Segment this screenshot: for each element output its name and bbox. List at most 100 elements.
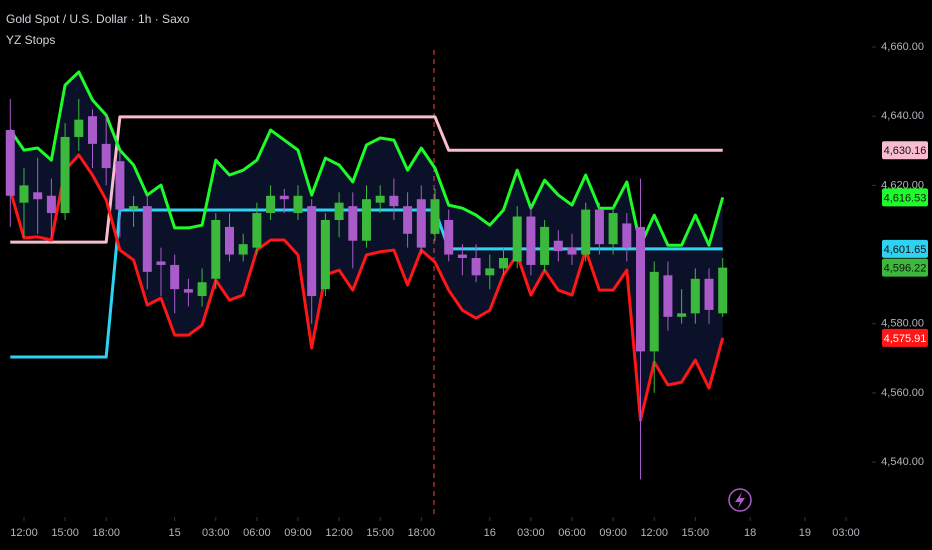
candle-body	[320, 219, 330, 290]
candle-body	[594, 209, 604, 245]
x-tick-label: 03:00	[517, 527, 545, 539]
candle-body	[74, 119, 84, 137]
price-badge-label: 4,616.53	[884, 192, 927, 204]
candle-body	[87, 116, 97, 144]
candle-body	[540, 226, 550, 265]
candle-body	[416, 199, 426, 248]
icon-bolt[interactable]	[735, 492, 745, 508]
y-tick-label: 4,580.00	[881, 318, 924, 330]
candle-body	[457, 254, 467, 259]
price-badge-label: 4,601.65	[884, 244, 927, 256]
candle-body	[553, 240, 563, 252]
candle-body	[19, 185, 29, 203]
candle-layer	[5, 98, 728, 480]
candle-body	[430, 199, 440, 234]
x-tick-label: 15:00	[682, 527, 710, 539]
candle-body	[211, 219, 221, 279]
y-tick-label: 4,620.00	[881, 179, 924, 191]
price-badge-label: 4,630.16	[884, 145, 927, 157]
candle-body	[279, 195, 289, 200]
icon-ring[interactable]	[728, 488, 752, 512]
candle-body	[334, 202, 344, 220]
candle-body	[307, 206, 317, 297]
x-tick-label: 18:00	[408, 527, 436, 539]
x-tick-label: 15:00	[51, 527, 79, 539]
indicator-name: YZ Stops	[6, 33, 55, 47]
x-tick-label: 19	[799, 527, 811, 539]
candle-body	[375, 195, 385, 203]
lightning-icon[interactable]	[728, 488, 752, 512]
x-tick-label: 09:00	[599, 527, 627, 539]
candle-body	[348, 206, 358, 241]
candle-body	[129, 206, 139, 210]
price-badge	[882, 239, 928, 258]
candle-body	[361, 199, 371, 241]
x-tick-label: 15	[169, 527, 181, 539]
candle-body	[5, 130, 15, 196]
candle-body	[197, 282, 207, 297]
candle-body	[156, 261, 166, 265]
candle-body	[567, 247, 577, 255]
candle-body	[526, 216, 536, 265]
candle-body	[33, 192, 43, 200]
candle-body	[293, 195, 303, 214]
x-tick-label: 03:00	[202, 527, 230, 539]
x-tick-label: 03:00	[832, 527, 860, 539]
x-tick-label: 06:00	[243, 527, 271, 539]
candle-body	[663, 275, 673, 317]
candle-body	[238, 244, 248, 255]
candle-body	[690, 278, 700, 314]
candle-body	[403, 206, 413, 234]
candle-body	[60, 136, 70, 214]
candle-body	[636, 226, 646, 352]
candle-body	[170, 264, 180, 290]
x-tick-label: 12:00	[325, 527, 353, 539]
x-tick-label: 15:00	[366, 527, 394, 539]
candle-body	[512, 216, 522, 262]
candle-body	[266, 195, 276, 214]
stop-line	[9, 70, 725, 247]
candle-body	[183, 289, 193, 293]
price-badge-label: 4,575.91	[884, 333, 927, 345]
axis-layer: 4,540.00 4,560.00 4,580.00 4,620.00 4,640.00…	[10, 41, 928, 539]
candle-body	[471, 258, 481, 276]
candle-body	[581, 209, 591, 255]
price-badge	[882, 188, 928, 207]
candle-body	[499, 258, 509, 269]
stop-line	[10, 115, 723, 244]
candle-body	[101, 143, 111, 169]
x-tick-label: 18:00	[92, 527, 120, 539]
price-badge	[882, 328, 928, 347]
y-tick-label: 4,560.00	[881, 387, 924, 399]
chart-title: Gold Spot / U.S. Dollar · 1h · Saxo	[6, 12, 190, 26]
candle-body	[224, 226, 234, 255]
candle-body	[608, 213, 618, 245]
x-tick-label: 06:00	[558, 527, 586, 539]
candle-body	[46, 195, 56, 214]
stop-line	[8, 153, 725, 422]
price-badge	[882, 141, 928, 160]
candle-body	[252, 213, 262, 248]
candle-body	[649, 271, 659, 352]
price-badge-label: 4,596.22	[884, 263, 927, 275]
candle-body	[142, 206, 152, 272]
candle-body	[389, 195, 399, 207]
candle-body	[622, 223, 632, 248]
candle-body	[704, 278, 714, 310]
x-tick-label: 09:00	[284, 527, 312, 539]
y-tick-label: 4,660.00	[881, 41, 924, 53]
candle-body	[444, 219, 454, 255]
x-tick-label: 12:00	[10, 527, 38, 539]
x-tick-label: 12:00	[640, 527, 668, 539]
x-tick-label: 18	[744, 527, 756, 539]
candle-body	[485, 268, 495, 276]
candle-body	[677, 313, 687, 317]
x-tick-label: 16	[484, 527, 496, 539]
price-badge	[882, 258, 928, 277]
y-tick-label: 4,640.00	[881, 110, 924, 122]
candle-body	[115, 161, 125, 210]
y-tick-label: 4,540.00	[881, 456, 924, 468]
candle-body	[718, 267, 728, 314]
